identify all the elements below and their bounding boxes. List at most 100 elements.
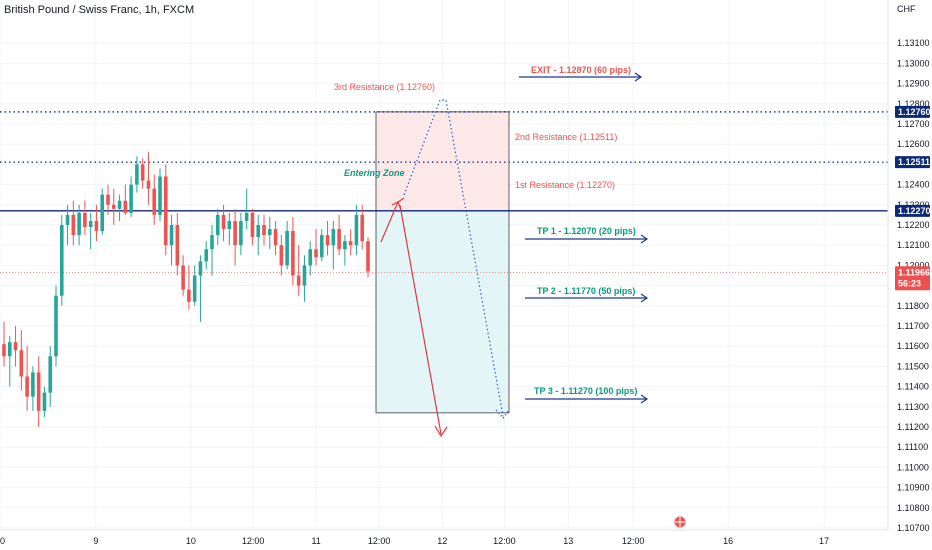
candle-body: [163, 176, 168, 246]
time-tick-label: 9: [93, 536, 98, 546]
time-tick-label: 12:00: [622, 536, 645, 546]
price-tick-label: 1.12300: [897, 200, 930, 210]
time-tick-label: 12:00: [493, 536, 516, 546]
time-tick-label: 12:00: [242, 536, 265, 546]
trade-zones: [375, 111, 510, 414]
tp3-arrow-head: [640, 394, 649, 404]
candle-body: [13, 342, 18, 351]
candle-body: [25, 376, 29, 397]
candle-body: [71, 214, 76, 236]
arrow-head-blue: [495, 409, 510, 419]
candle-body: [319, 235, 324, 258]
candle-body: [129, 184, 133, 213]
price-tick-label: 1.13100: [897, 38, 930, 48]
last-price-tag-text: 1.11966: [898, 267, 930, 277]
path-blue-dotted: [403, 99, 504, 417]
price-tick-label: 1.11400: [897, 382, 929, 392]
price-tick-label: 1.10900: [897, 483, 930, 493]
last-price-tag: [895, 266, 930, 291]
candle-body: [135, 164, 139, 185]
label-tp2: TP 2 - 1.11770 (50 pips): [537, 286, 635, 296]
candle-body: [285, 231, 289, 266]
price-tick-label: 1.11200: [897, 422, 929, 432]
exit-arrow-head: [634, 72, 643, 82]
label-tp3: TP 3 - 1.11270 (100 pips): [534, 386, 637, 396]
currency-label: CHF: [897, 4, 916, 14]
price-tick-label: 1.11800: [897, 301, 929, 311]
annotations: 3rd Resistance (1.12760) 2nd Resistance (…: [334, 65, 687, 529]
price-tick-label: 1.11300: [897, 402, 929, 412]
level-price-tag: [895, 156, 930, 169]
price-tick-label: 1.11500: [897, 361, 929, 371]
path-red-down: [399, 204, 442, 435]
candle-body: [111, 204, 116, 209]
price-tick-label: 1.12400: [897, 180, 930, 190]
candle-body: [48, 356, 53, 393]
label-third-resistance: 3rd Resistance (1.12760): [334, 82, 435, 92]
candle-body: [54, 295, 58, 357]
time-tick-label: 12:00: [368, 536, 391, 546]
price-tick-label: 1.12100: [897, 240, 930, 250]
candle-body: [210, 235, 214, 250]
candle-body: [314, 249, 318, 258]
candle-body: [2, 344, 6, 357]
horizontal-levels: [0, 111, 888, 273]
candle-body: [239, 220, 243, 246]
profit-zone: [375, 210, 510, 414]
projection-paths: [380, 99, 510, 438]
candle-body: [204, 249, 209, 262]
arrow-head-red-down: [434, 425, 448, 438]
label-entering-zone: Entering Zone: [344, 168, 405, 178]
tp1-arrow-head: [640, 234, 649, 244]
time-tick-label: 17: [819, 536, 829, 546]
price-tick-label: 1.12600: [897, 139, 930, 149]
candle-body: [296, 275, 301, 286]
candle-body: [331, 229, 336, 246]
candle-body: [77, 212, 81, 236]
price-tick-label: 1.12700: [897, 119, 930, 129]
candle-body: [267, 229, 272, 236]
price-tick-label: 1.11000: [897, 462, 929, 472]
label-first-resistance: 1st Resistance (1.12270): [515, 180, 615, 190]
price-tick-label: 1.11700: [897, 321, 929, 331]
price-tick-label: 1.12000: [897, 260, 930, 270]
candle-body: [291, 231, 295, 276]
candle-body: [123, 200, 128, 213]
candle-body: [366, 241, 370, 272]
time-tick-label: 11: [311, 536, 320, 546]
level-price-tag-text: 1.12760: [898, 107, 931, 117]
price-tick-label: 1.13000: [897, 58, 930, 68]
candle-body: [187, 289, 191, 302]
label-tp1: TP 1 - 1.12070 (20 pips): [537, 226, 636, 236]
candle-body: [227, 220, 232, 230]
candle-body: [152, 188, 157, 215]
candle-body: [215, 214, 220, 236]
candle-body: [31, 372, 35, 397]
time-tick-label: 00: [0, 536, 5, 546]
candle-body: [348, 241, 353, 246]
price-tick-label: 1.11600: [897, 341, 929, 351]
candle-body: [83, 212, 87, 228]
candle-body: [158, 176, 162, 215]
level-price-tag-text: 1.12511: [898, 157, 930, 167]
price-tick-label: 1.12200: [897, 220, 930, 230]
label-exit: EXIT - 1.12870 (60 pips): [531, 65, 631, 75]
price-tick-label: 1.10800: [897, 503, 930, 513]
resistance-zone: [375, 111, 510, 212]
level-price-tag: [895, 204, 930, 217]
candlesticks: [2, 152, 370, 427]
candle-body: [244, 212, 249, 221]
candle-body: [343, 241, 347, 250]
time-axis[interactable]: 00 9 10 12:00 11 12:00 12 12:00 13 12:00 16 17: [0, 529, 888, 546]
candle-body: [117, 200, 122, 209]
candle-body: [262, 225, 266, 236]
last-price-tag-text: 56:23: [898, 278, 921, 288]
candle-body: [250, 212, 255, 238]
candle-body: [337, 229, 341, 250]
time-tick-label: 10: [186, 536, 196, 546]
tp2-arrow-head: [640, 293, 649, 303]
candle-body: [279, 245, 284, 266]
candle-body: [94, 220, 99, 232]
